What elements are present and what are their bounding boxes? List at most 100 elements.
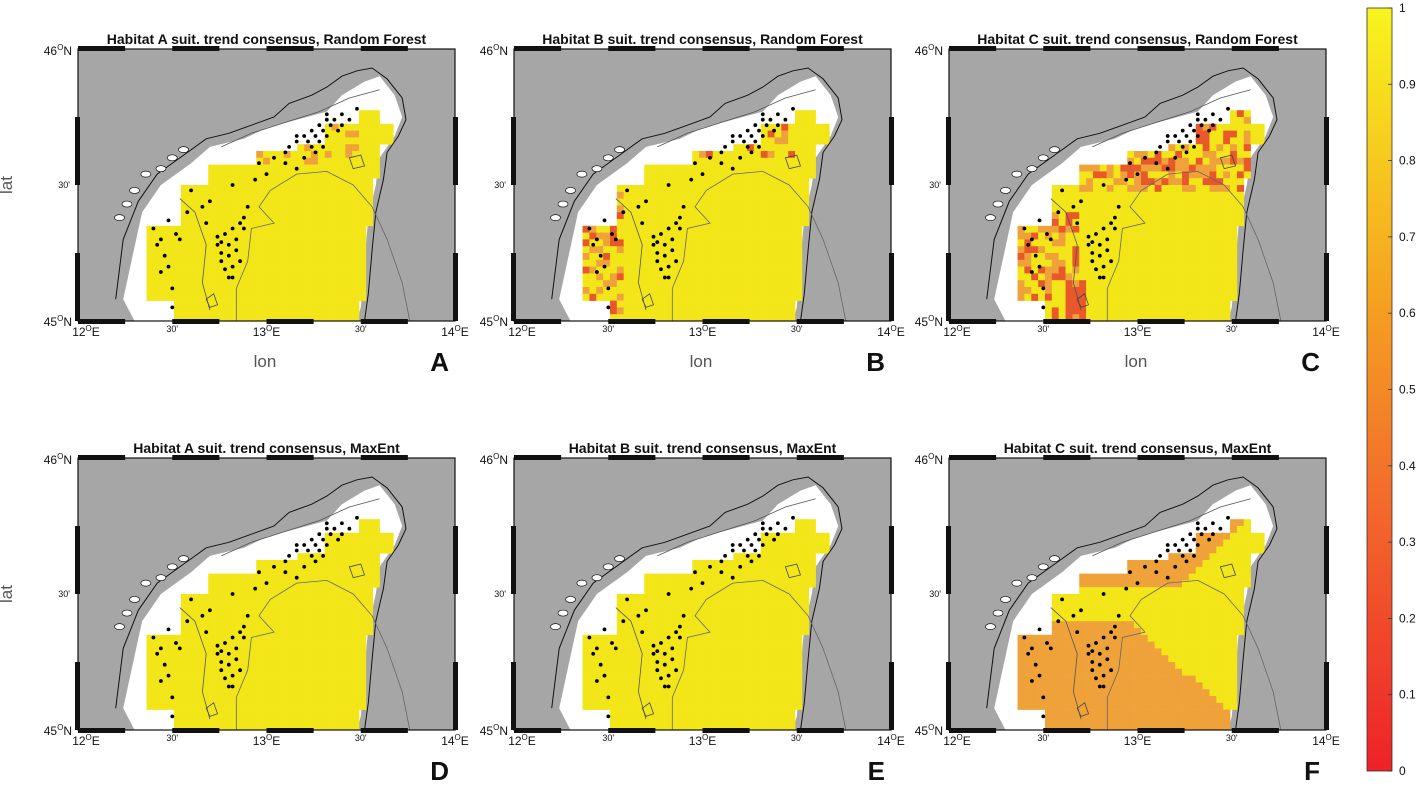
suitability-cell bbox=[297, 587, 305, 595]
lon-tick: 12OE bbox=[72, 733, 100, 748]
suitability-cell bbox=[630, 607, 638, 615]
suitability-cell bbox=[1154, 293, 1162, 301]
suitability-cell bbox=[740, 151, 748, 159]
suitability-cell bbox=[1147, 307, 1155, 315]
suitability-cell bbox=[263, 702, 271, 710]
suitability-cell bbox=[1017, 634, 1025, 642]
suitability-cell bbox=[774, 212, 782, 220]
suitability-cell bbox=[726, 212, 734, 220]
suitability-cell bbox=[249, 628, 257, 636]
suitability-cell bbox=[596, 259, 604, 267]
suitability-cell bbox=[372, 123, 380, 131]
suitability-cell bbox=[1223, 130, 1231, 138]
suitability-cell bbox=[760, 191, 768, 199]
suitability-cell bbox=[1065, 253, 1073, 261]
suitability-cell bbox=[767, 232, 775, 240]
suitability-cell bbox=[699, 232, 707, 240]
suitability-cell bbox=[228, 266, 236, 274]
station-dot bbox=[1090, 240, 1095, 245]
suitability-cell bbox=[1209, 709, 1217, 717]
suitability-cell bbox=[719, 607, 727, 615]
suitability-cell bbox=[1134, 655, 1142, 663]
suitability-cell bbox=[345, 607, 353, 615]
station-dot bbox=[666, 673, 671, 678]
suitability-cell bbox=[256, 641, 264, 649]
suitability-cell bbox=[801, 178, 810, 186]
suitability-cell bbox=[1113, 587, 1121, 595]
suitability-cell bbox=[719, 300, 727, 308]
suitability-cell bbox=[1175, 607, 1183, 615]
suitability-cell bbox=[324, 539, 332, 547]
suitability-cell bbox=[644, 668, 652, 676]
suitability-cell bbox=[1182, 621, 1190, 629]
suitability-cell bbox=[167, 675, 175, 683]
suitability-cell bbox=[685, 164, 693, 172]
suitability-cell bbox=[1072, 668, 1080, 676]
suitability-cell bbox=[1195, 546, 1203, 554]
suitability-cell bbox=[283, 253, 291, 261]
suitability-cell bbox=[1051, 716, 1059, 724]
suitability-cell bbox=[1154, 689, 1162, 697]
suitability-cell bbox=[242, 191, 250, 199]
suitability-cell bbox=[311, 300, 319, 308]
suitability-cell bbox=[623, 293, 631, 301]
suitability-cell bbox=[657, 614, 666, 622]
suitability-cell bbox=[760, 205, 768, 213]
suitability-cell bbox=[788, 539, 796, 547]
suitability-cell bbox=[1202, 157, 1210, 165]
suitability-cell bbox=[1161, 185, 1169, 193]
suitability-cell bbox=[311, 641, 319, 649]
suitability-cell bbox=[1147, 280, 1155, 288]
suitability-cell bbox=[1120, 171, 1128, 179]
suitability-cell bbox=[1161, 607, 1169, 615]
suitability-cell bbox=[760, 137, 768, 145]
suitability-cell bbox=[290, 668, 298, 676]
suitability-cell bbox=[1106, 709, 1114, 717]
suitability-cell bbox=[173, 287, 182, 295]
suitability-cell bbox=[788, 723, 796, 731]
suitability-cell bbox=[1072, 246, 1080, 254]
suitability-cell bbox=[678, 171, 686, 179]
suitability-cell bbox=[331, 566, 339, 574]
suitability-cell bbox=[630, 723, 638, 731]
lagoon-island bbox=[985, 214, 996, 221]
suitability-cell bbox=[781, 566, 789, 574]
suitability-cell bbox=[1092, 314, 1101, 322]
suitability-cell bbox=[324, 614, 332, 622]
suitability-cell bbox=[664, 198, 672, 206]
suitability-cell bbox=[609, 648, 618, 656]
suitability-grid bbox=[146, 110, 394, 322]
suitability-cell bbox=[651, 253, 659, 261]
suitability-cell bbox=[1209, 164, 1217, 172]
suitability-cell bbox=[324, 280, 332, 288]
suitability-cell bbox=[1024, 655, 1032, 663]
suitability-cell bbox=[678, 273, 686, 281]
suitability-cell bbox=[664, 287, 672, 295]
suitability-cell bbox=[311, 628, 319, 636]
suitability-cell bbox=[276, 157, 284, 165]
suitability-cell bbox=[194, 621, 202, 629]
suitability-cell bbox=[324, 273, 332, 281]
suitability-cell bbox=[657, 293, 666, 301]
suitability-cell bbox=[194, 266, 202, 274]
station-dot bbox=[625, 188, 629, 193]
suitability-cell bbox=[215, 723, 223, 731]
suitability-cell bbox=[603, 702, 611, 710]
suitability-cell bbox=[1147, 300, 1155, 308]
suitability-cell bbox=[359, 144, 367, 152]
station-dot bbox=[776, 123, 780, 128]
suitability-cell bbox=[1051, 614, 1059, 622]
suitability-cell bbox=[747, 157, 755, 165]
suitability-cell bbox=[1175, 307, 1183, 315]
suitability-cell bbox=[747, 185, 755, 193]
suitability-cell bbox=[331, 702, 339, 710]
station-dot bbox=[1173, 155, 1178, 160]
suitability-cell bbox=[678, 587, 686, 595]
suitability-cell bbox=[1024, 668, 1032, 676]
suitability-cell bbox=[1202, 164, 1210, 172]
suitability-cell bbox=[671, 273, 679, 281]
suitability-cell bbox=[630, 239, 638, 247]
suitability-cell bbox=[1195, 723, 1203, 731]
suitability-cell bbox=[331, 682, 339, 690]
suitability-cell bbox=[1195, 280, 1203, 288]
